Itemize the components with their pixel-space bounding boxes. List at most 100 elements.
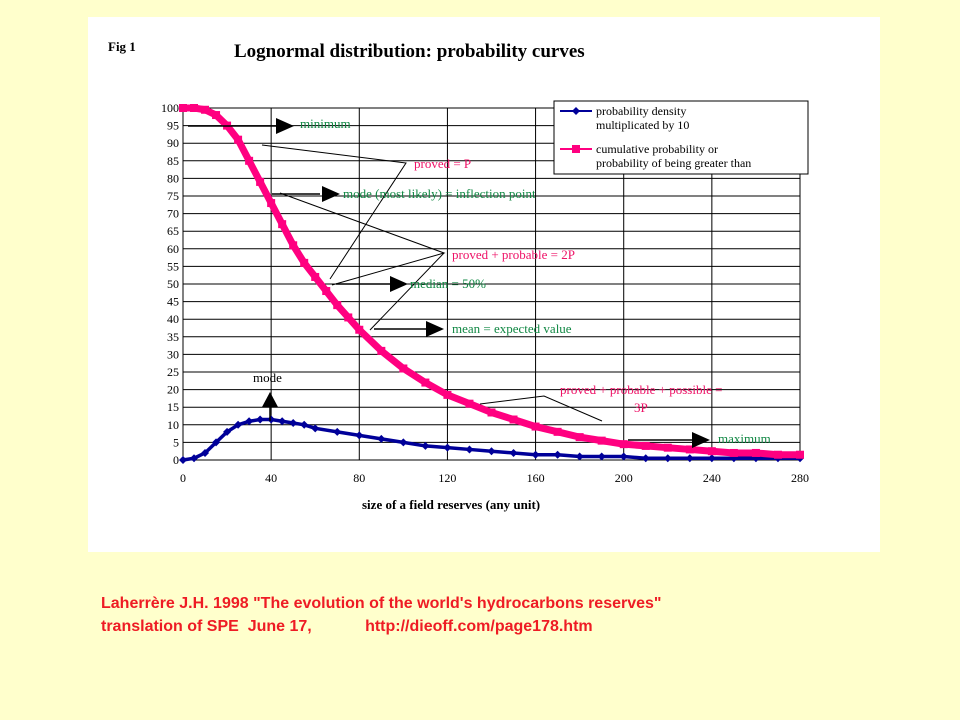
y-tick-label: 90 (167, 136, 179, 150)
annotation-mean: mean = expected value (452, 321, 572, 336)
cumulative-point (487, 408, 496, 417)
annotation-3p-line1: proved + probable + possible = (560, 382, 722, 397)
minimum-arrowhead (276, 118, 294, 134)
density-point (597, 452, 606, 461)
x-tick-label: 0 (180, 471, 186, 485)
caption: Laherrère J.H. 1998 "The evolution of th… (101, 592, 662, 638)
y-tick-label: 30 (167, 347, 179, 361)
cumulative-point (729, 448, 738, 457)
x-tick-label: 120 (438, 471, 456, 485)
cumulative-point (707, 447, 716, 456)
caption-line-1: Laherrère J.H. 1998 "The evolution of th… (101, 595, 662, 612)
cumulative-point (201, 105, 210, 114)
density-point (487, 447, 496, 456)
density-point (663, 454, 672, 463)
cumulative-point (443, 390, 452, 399)
y-tick-label: 85 (167, 154, 179, 168)
cumulative-point (509, 415, 518, 424)
annotations: minimum proved = P mode (most likely) = … (188, 116, 771, 448)
cumulative-point (751, 448, 760, 457)
maximum-arrowhead (692, 432, 710, 448)
legend-cumulative-label-1: cumulative probability or (596, 142, 718, 156)
density-point (201, 448, 210, 457)
two-p-leaders (279, 192, 446, 286)
density-point (575, 452, 584, 461)
density-point (245, 417, 254, 426)
cumulative-point (245, 156, 254, 165)
cumulative-point (267, 199, 276, 208)
density-point (421, 441, 430, 450)
density-point (278, 417, 287, 426)
density-point (685, 454, 694, 463)
annotation-3p-line2: 3P (634, 400, 648, 415)
cumulative-point (190, 104, 199, 112)
density-point (707, 454, 716, 463)
cumulative-point (311, 272, 320, 281)
cumulative-point (421, 378, 430, 387)
annotation-proved-p: proved = P (414, 156, 471, 171)
density-point (289, 419, 298, 428)
y-tick-label: 45 (167, 295, 179, 309)
density-point (399, 438, 408, 447)
x-axis-title: size of a field reserves (any unit) (362, 497, 540, 512)
legend-density-label-2: multiplicated by 10 (596, 118, 689, 132)
annotation-minimum: minimum (300, 116, 351, 131)
density-point (641, 454, 650, 463)
tick-labels: 0 5 10 15 20 25 30 35 40 45 50 55 60 65 70 75 80 85 90 95 10… (161, 101, 809, 485)
density-point (267, 415, 276, 424)
x-tick-label: 160 (527, 471, 545, 485)
y-tick-label: 55 (167, 259, 179, 273)
mode-inflection-arrowhead (322, 186, 340, 202)
y-tick-label: 80 (167, 171, 179, 185)
cumulative-point (234, 135, 243, 144)
y-tick-label: 40 (167, 312, 179, 326)
annotation-mode: mode (253, 370, 282, 385)
y-tick-label: 95 (167, 119, 179, 133)
y-tick-label: 5 (173, 435, 179, 449)
y-tick-label: 15 (167, 400, 179, 414)
density-point (443, 443, 452, 452)
chart-title: Lognormal distribution: probability curv… (234, 41, 585, 62)
cumulative-point (377, 346, 386, 355)
density-point (465, 445, 474, 454)
series-layer (179, 104, 804, 464)
median-arrowhead (390, 276, 408, 292)
density-point (355, 431, 364, 440)
x-tick-label: 80 (353, 471, 365, 485)
cumulative-point (179, 104, 187, 112)
annotation-proved-probable-2p: proved + probable = 2P (452, 247, 575, 262)
three-p-leaders (479, 395, 603, 422)
legend: probability density multiplicated by 10 … (553, 100, 809, 175)
two-p-leader-mean (369, 252, 445, 331)
cumulative-point (597, 436, 606, 445)
cumulative-point (663, 443, 672, 452)
y-tick-label: 20 (167, 383, 179, 397)
cumulative-point (212, 111, 221, 120)
annotation-mode-inflection: mode (most likely) = inflection point (343, 186, 536, 201)
x-tick-label: 280 (791, 471, 809, 485)
legend-density-label-1: probability density (596, 104, 686, 118)
y-tick-label: 75 (167, 189, 179, 203)
cumulative-point (531, 422, 540, 431)
density-point (531, 450, 540, 459)
fig-label: Fig 1 (108, 39, 136, 54)
cumulative-point (773, 450, 782, 459)
cumulative-point (641, 441, 650, 450)
density-point (212, 438, 221, 447)
legend-box (553, 100, 809, 175)
density-point (553, 450, 562, 459)
cumulative-point (322, 287, 331, 296)
x-tick-label: 40 (265, 471, 277, 485)
annotation-median: median = 50% (410, 276, 486, 291)
cumulative-point (685, 445, 694, 454)
mode-arrowhead (262, 392, 278, 407)
annotation-maximum: maximum (718, 431, 771, 446)
density-point (223, 427, 232, 436)
cumulative-point (289, 241, 298, 250)
density-point (300, 420, 309, 429)
cumulative-point (355, 325, 364, 334)
y-tick-label: 25 (167, 365, 179, 379)
density-point (509, 448, 518, 457)
legend-cumulative-marker (572, 145, 580, 153)
chart: Fig 1 Lognormal distribution: probabilit… (108, 39, 809, 512)
